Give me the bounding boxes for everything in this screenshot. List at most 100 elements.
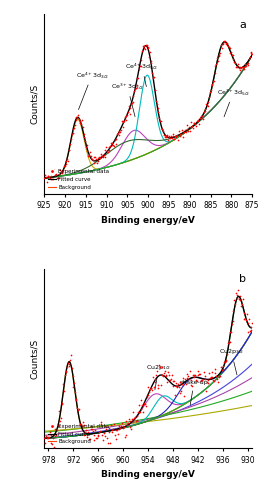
- Point: [104, 144, 108, 151]
- Point: [237, 295, 241, 303]
- Point: [109, 421, 113, 429]
- Point: [243, 60, 247, 68]
- Point: [165, 378, 169, 386]
- Point: [77, 117, 82, 124]
- Text: Cu2p$_{3/2}$: Cu2p$_{3/2}$: [219, 348, 244, 375]
- Point: [162, 131, 166, 138]
- Point: [180, 381, 184, 388]
- Point: [99, 150, 103, 158]
- Point: [235, 63, 239, 71]
- Point: [114, 135, 118, 143]
- Legend: Experimental data, Fitted curve, Background: Experimental data, Fitted curve, Backgro…: [47, 423, 110, 445]
- Point: [120, 419, 124, 427]
- Point: [177, 384, 181, 391]
- Point: [122, 423, 126, 431]
- Point: [174, 379, 178, 387]
- Point: [89, 423, 93, 430]
- Point: [64, 367, 68, 375]
- Point: [63, 368, 68, 376]
- Point: [74, 396, 78, 404]
- Point: [240, 63, 244, 71]
- Point: [120, 422, 125, 430]
- Point: [171, 382, 176, 389]
- Point: [174, 134, 179, 141]
- Point: [104, 425, 108, 432]
- Point: [236, 60, 240, 68]
- Point: [81, 421, 86, 429]
- Point: [173, 132, 177, 140]
- Point: [119, 126, 123, 134]
- Point: [102, 432, 107, 440]
- Point: [130, 415, 134, 423]
- Point: [95, 434, 99, 442]
- Point: [52, 166, 56, 174]
- Point: [109, 139, 114, 147]
- Point: [123, 113, 127, 121]
- Point: [109, 426, 114, 433]
- Point: [47, 173, 51, 181]
- Point: [71, 125, 75, 133]
- Point: [45, 434, 49, 442]
- Point: [46, 172, 50, 179]
- Point: [95, 159, 99, 167]
- Point: [162, 369, 166, 376]
- Point: [171, 132, 176, 140]
- Point: [231, 51, 235, 59]
- Point: [88, 148, 92, 156]
- Point: [164, 373, 168, 380]
- Point: [141, 42, 145, 50]
- Point: [194, 376, 198, 384]
- Point: [197, 120, 201, 128]
- Point: [75, 404, 79, 412]
- Point: [96, 157, 100, 165]
- Point: [150, 384, 154, 392]
- Point: [100, 152, 104, 160]
- Point: [118, 128, 122, 136]
- Point: [186, 127, 190, 134]
- Point: [67, 362, 72, 370]
- Point: [70, 130, 74, 138]
- Point: [67, 146, 72, 153]
- Point: [197, 371, 201, 378]
- Point: [242, 315, 246, 322]
- Point: [227, 43, 231, 51]
- Point: [42, 435, 47, 442]
- Point: [143, 45, 147, 53]
- Point: [44, 174, 48, 181]
- Point: [148, 385, 152, 393]
- Point: [120, 118, 124, 125]
- Point: [194, 121, 198, 129]
- Point: [191, 124, 195, 132]
- Point: [107, 428, 111, 436]
- Point: [94, 434, 98, 442]
- Point: [127, 417, 132, 425]
- Point: [203, 372, 207, 379]
- Point: [60, 399, 64, 407]
- Point: [84, 431, 89, 439]
- Point: [178, 132, 182, 140]
- Point: [190, 122, 194, 130]
- Point: [138, 62, 142, 69]
- Point: [164, 133, 168, 140]
- Point: [131, 92, 135, 100]
- Point: [211, 77, 215, 85]
- Point: [127, 110, 132, 118]
- Point: [116, 430, 120, 438]
- Point: [49, 172, 53, 180]
- Point: [77, 405, 81, 413]
- Point: [69, 135, 73, 143]
- Point: [235, 295, 239, 302]
- Point: [63, 161, 67, 169]
- Point: [199, 112, 204, 120]
- Point: [74, 114, 78, 121]
- Point: [228, 338, 232, 346]
- Point: [196, 367, 200, 375]
- Point: [220, 366, 224, 374]
- Point: [102, 153, 107, 161]
- Point: [92, 436, 96, 444]
- Point: [238, 63, 242, 71]
- Point: [178, 130, 183, 138]
- Point: [164, 134, 168, 141]
- Point: [140, 402, 144, 409]
- Point: [141, 44, 146, 52]
